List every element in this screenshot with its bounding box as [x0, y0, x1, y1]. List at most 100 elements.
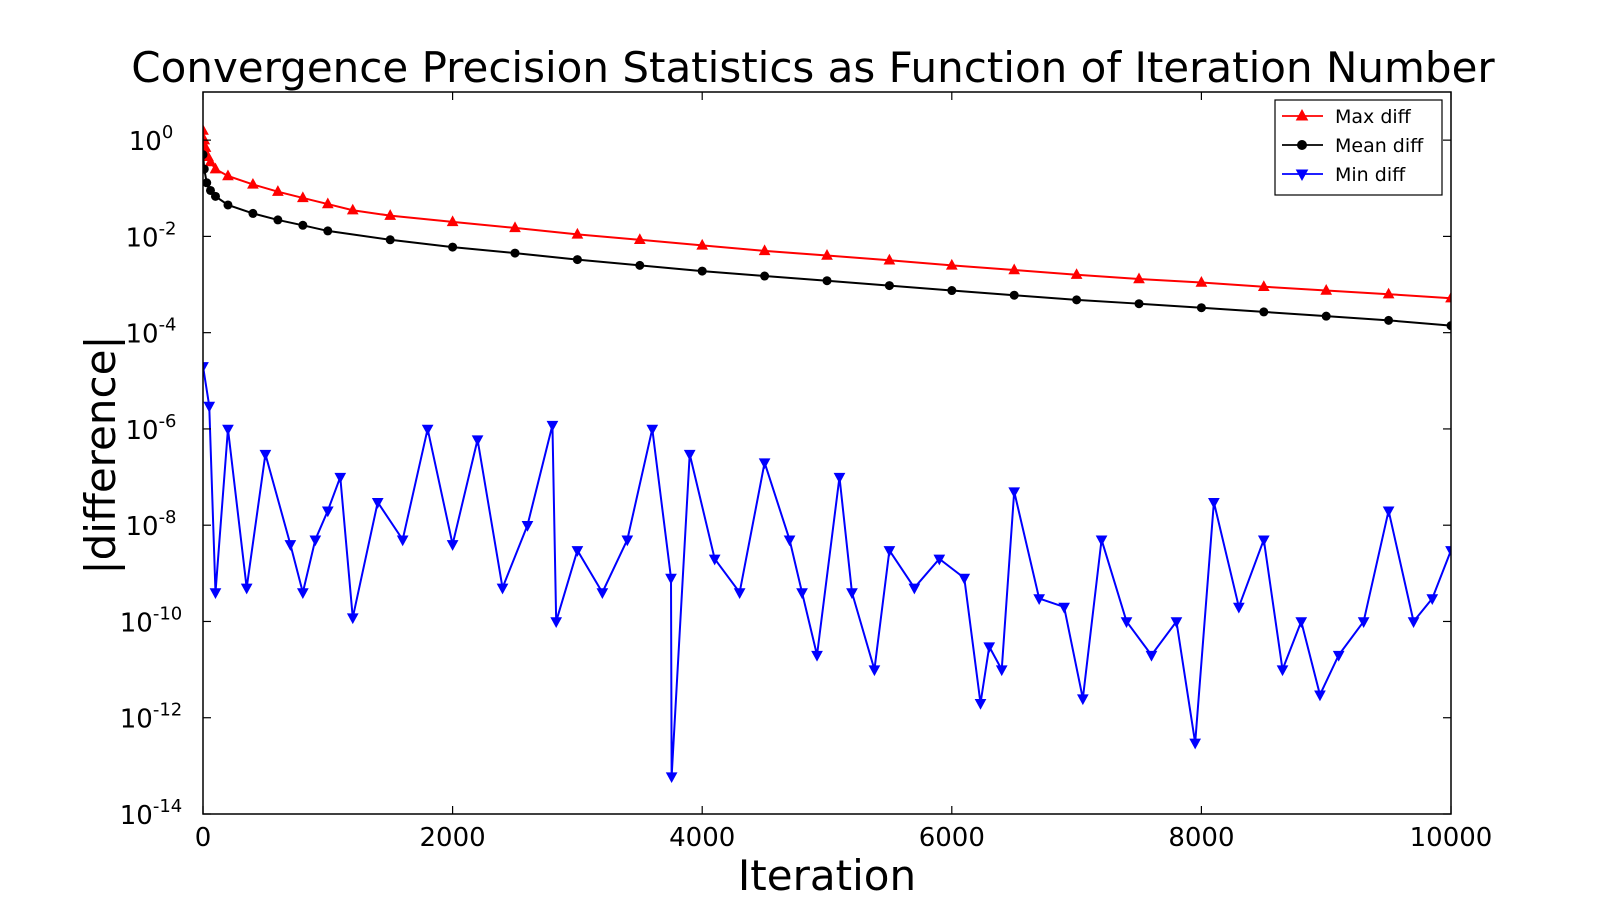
data-point — [1208, 498, 1220, 509]
y-tick-label: 10-12 — [120, 700, 183, 735]
legend-item: Min diff — [1282, 164, 1406, 186]
data-point — [223, 200, 233, 210]
data-point — [1195, 276, 1208, 287]
y-tick-label: 10-4 — [125, 315, 176, 350]
data-point — [697, 266, 707, 276]
data-point — [296, 191, 309, 203]
data-point — [203, 124, 209, 135]
data-point — [1426, 594, 1439, 606]
data-point — [1095, 535, 1108, 547]
data-point — [240, 583, 253, 595]
y-tick-exponent: -12 — [153, 700, 182, 721]
data-point — [708, 554, 721, 566]
data-point — [1382, 506, 1395, 518]
series-line — [203, 366, 1451, 777]
y-tick-base: 10 — [120, 705, 153, 735]
data-point — [446, 540, 459, 551]
data-point — [1407, 617, 1420, 628]
data-point — [321, 506, 334, 518]
data-point — [945, 258, 958, 270]
legend-label: Min diff — [1335, 164, 1406, 186]
series-mean-diff — [203, 150, 1451, 331]
data-point — [1384, 315, 1394, 325]
y-tick-base: 10 — [125, 223, 158, 253]
data-point — [635, 260, 645, 270]
data-point — [209, 588, 222, 599]
y-tick-label: 100 — [129, 122, 174, 157]
chart-title: Convergence Precision Statistics as Func… — [131, 43, 1495, 92]
plot-frame — [202, 91, 1452, 815]
data-point — [933, 554, 946, 566]
data-point — [203, 178, 212, 188]
series-max-diff — [203, 124, 1451, 303]
y-tick-base: 10 — [129, 127, 162, 157]
series-line — [203, 154, 1451, 327]
data-point — [572, 255, 582, 265]
data-point — [1120, 617, 1133, 628]
data-point — [883, 253, 896, 265]
data-point — [868, 665, 881, 677]
data-point — [203, 401, 216, 413]
data-point — [323, 226, 333, 236]
data-point — [1259, 307, 1269, 317]
data-point — [633, 233, 646, 245]
data-point — [1076, 694, 1089, 706]
data-point — [884, 281, 894, 291]
data-point — [1382, 287, 1395, 299]
data-point — [621, 535, 634, 547]
x-tick-label: 2000 — [420, 823, 486, 853]
y-tick-label: 10-2 — [125, 218, 176, 253]
x-axis-label: Iteration — [738, 851, 916, 900]
data-point — [1446, 321, 1451, 331]
data-point — [396, 535, 409, 547]
data-point — [846, 588, 858, 599]
data-point — [571, 546, 584, 557]
data-point — [571, 227, 584, 239]
data-point — [321, 197, 334, 209]
data-point — [1314, 690, 1326, 702]
data-point — [822, 276, 832, 286]
data-point — [509, 221, 521, 233]
data-point — [947, 286, 957, 296]
data-point — [908, 583, 921, 595]
data-point — [1321, 311, 1331, 321]
data-point — [446, 215, 459, 227]
data-point — [1445, 546, 1451, 557]
data-point — [1008, 487, 1021, 499]
data-point — [646, 424, 659, 436]
data-point — [665, 772, 678, 784]
data-point — [203, 133, 211, 145]
data-point — [1145, 650, 1158, 662]
data-point — [1445, 291, 1451, 303]
data-point — [1170, 617, 1183, 628]
data-point — [371, 498, 384, 509]
legend-label: Mean diff — [1335, 135, 1424, 157]
y-tick-exponent: -6 — [159, 411, 177, 432]
data-point — [309, 535, 322, 547]
data-point — [384, 209, 397, 220]
data-point — [550, 617, 563, 628]
data-point — [204, 155, 217, 167]
x-tick-label: 10000 — [1410, 823, 1493, 853]
data-point — [346, 613, 359, 625]
y-tick-exponent: -4 — [159, 315, 177, 336]
data-point — [203, 164, 209, 174]
data-point — [974, 699, 987, 710]
x-axis: 0 2000 4000 6000 8000 10000 — [195, 92, 1493, 853]
data-point — [222, 169, 234, 181]
y-tick-label: 10-8 — [125, 507, 176, 542]
data-point — [203, 141, 212, 152]
data-point — [1257, 535, 1270, 547]
legend-marker — [1295, 169, 1309, 181]
data-point — [883, 546, 896, 557]
data-point — [758, 244, 771, 256]
legend-item: Mean diff — [1282, 135, 1424, 157]
data-point — [210, 191, 220, 201]
legend-label: Max diff — [1335, 106, 1412, 128]
data-point — [209, 162, 222, 174]
data-point — [1133, 272, 1145, 284]
data-point — [1134, 299, 1144, 309]
data-point — [995, 665, 1008, 677]
y-tick-base: 10 — [120, 801, 153, 831]
